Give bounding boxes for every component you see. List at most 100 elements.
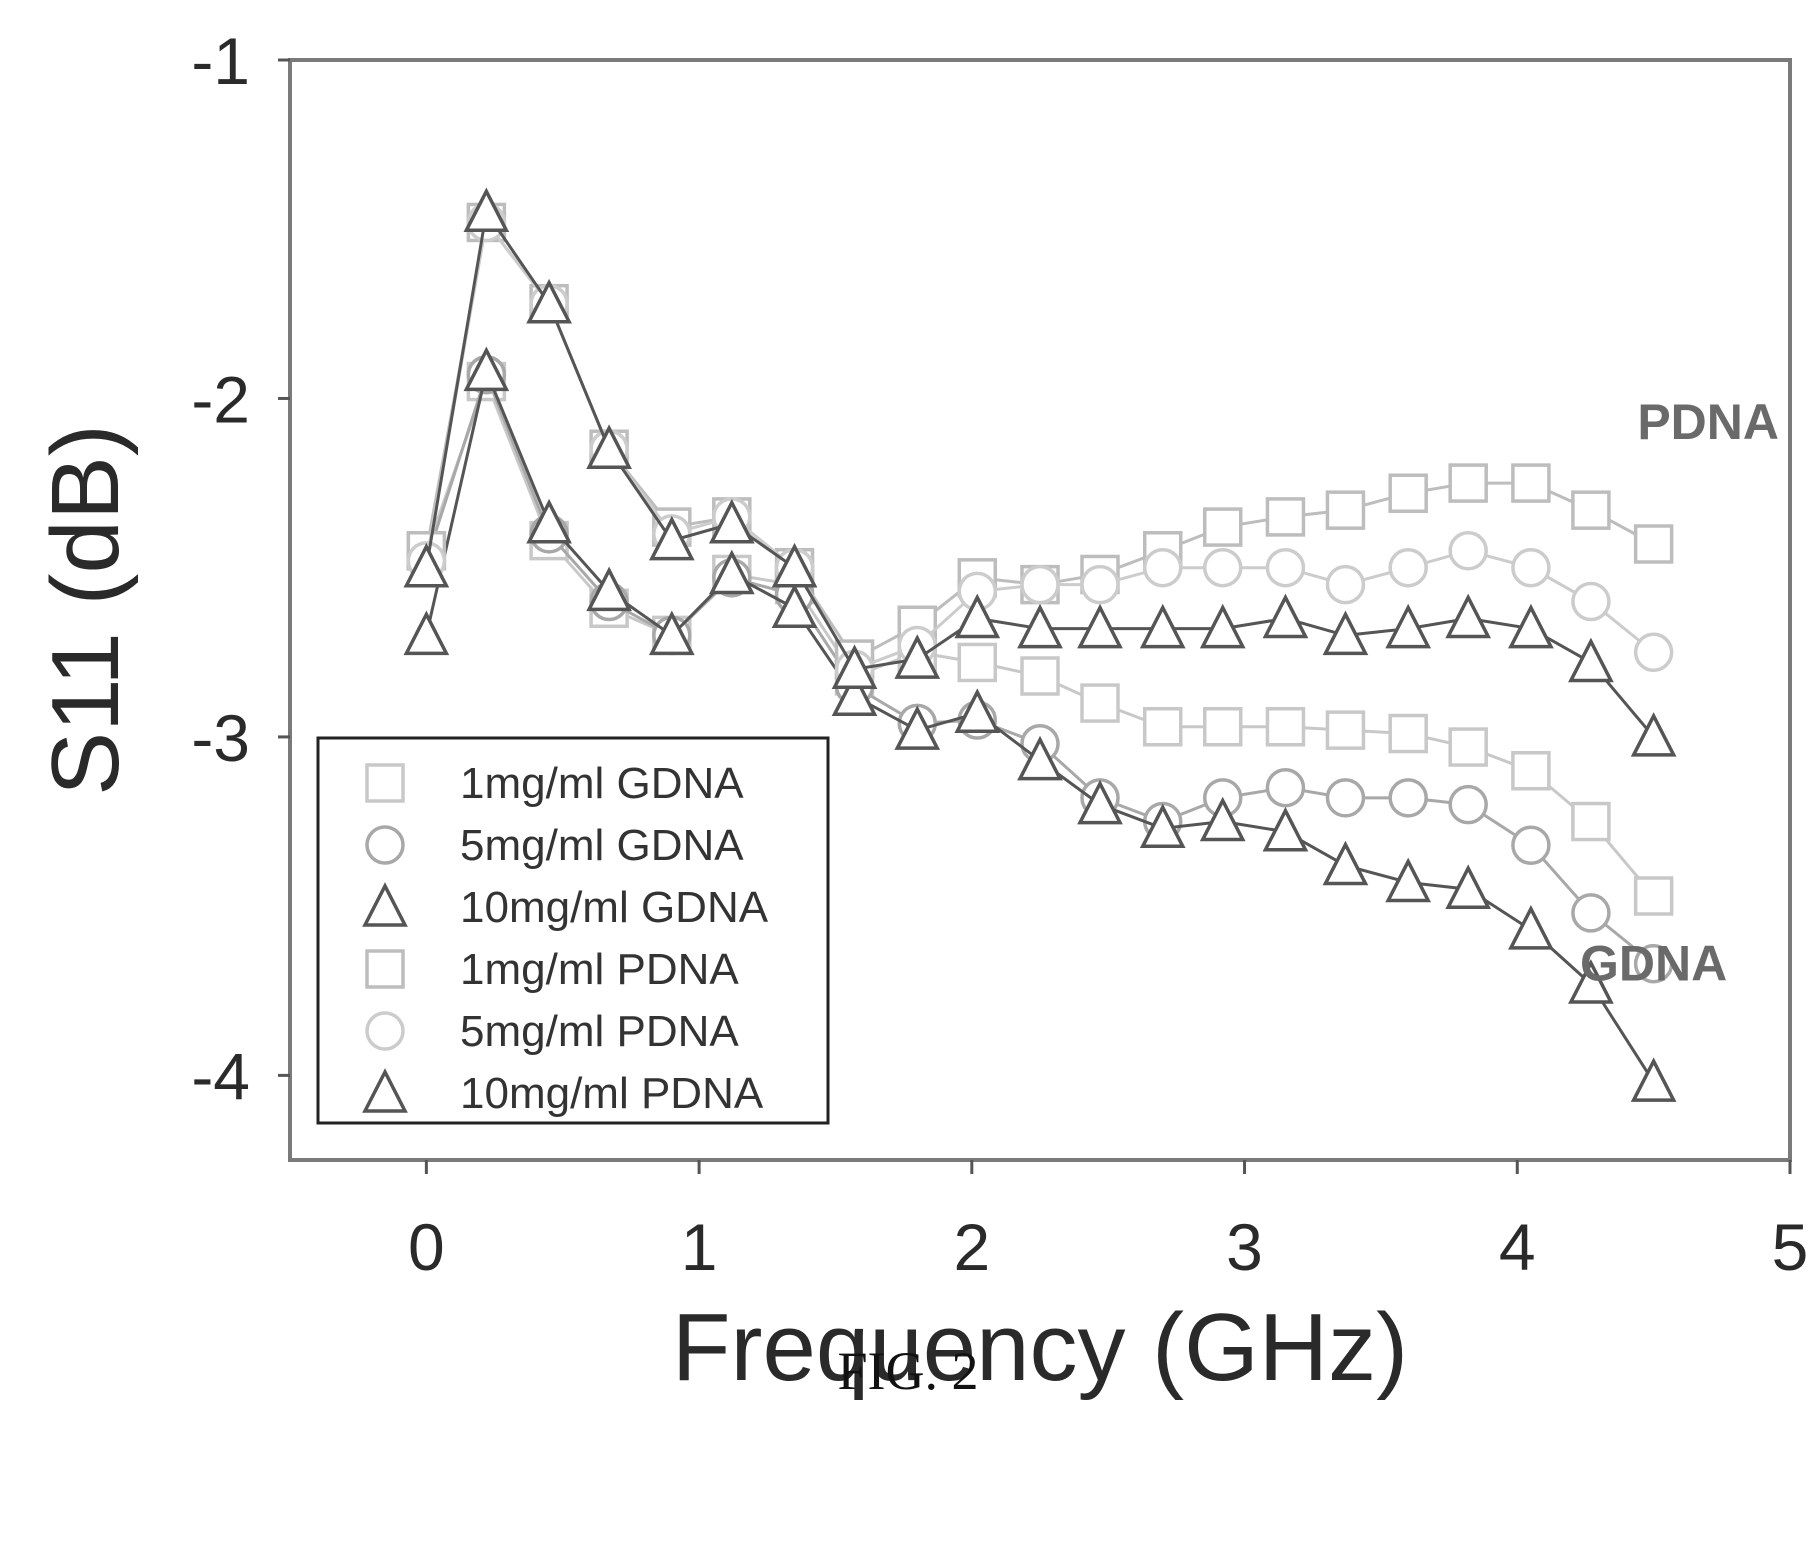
data-point — [586, 424, 632, 469]
data-point — [1265, 767, 1306, 808]
data-point — [708, 498, 755, 544]
data-point — [1202, 707, 1243, 747]
data-point — [1388, 547, 1428, 588]
legend-marker — [365, 825, 405, 865]
data-point — [403, 610, 450, 656]
legend-label: 1mg/ml PDNA — [460, 945, 739, 994]
y-tick-label: -1 — [191, 24, 250, 98]
legend-marker — [362, 1068, 408, 1113]
y-tick-label: -4 — [191, 1039, 250, 1113]
data-point — [1511, 463, 1551, 503]
data-point — [1199, 603, 1246, 649]
x-tick-label: 0 — [408, 1210, 445, 1284]
data-point — [586, 566, 632, 612]
legend-label: 5mg/ml GDNA — [460, 821, 744, 870]
data-point — [1445, 864, 1492, 909]
data-point — [1388, 473, 1428, 513]
legend-label: 1mg/ml GDNA — [460, 759, 744, 808]
data-point — [1448, 463, 1488, 503]
data-point — [403, 542, 450, 588]
data-point — [463, 187, 510, 233]
figure-caption: FIG. 2 — [837, 1341, 979, 1401]
legend-marker — [365, 949, 405, 989]
data-point — [957, 642, 998, 683]
data-point — [1511, 825, 1551, 865]
data-point — [1142, 547, 1183, 588]
data-point — [1511, 751, 1551, 791]
data-point — [1568, 637, 1614, 683]
data-point — [954, 593, 1001, 639]
data-point — [1017, 603, 1063, 649]
data-point — [1445, 593, 1492, 639]
data-point — [1633, 876, 1674, 916]
y-tick-label: -3 — [191, 701, 250, 775]
data-point — [648, 515, 695, 561]
series-3 — [403, 346, 1677, 1102]
data-point — [831, 644, 878, 689]
data-point — [1325, 778, 1366, 818]
annotation-layer: PDNA GDNA — [1580, 394, 1779, 992]
data-point — [1265, 707, 1306, 747]
data-point — [1322, 610, 1369, 656]
x-axis-label: Frequency (GHz) — [672, 1294, 1408, 1401]
data-point — [771, 583, 818, 629]
data-point — [1571, 893, 1611, 933]
data-point — [1630, 712, 1677, 757]
data-point — [1199, 796, 1246, 842]
data-point — [1262, 593, 1309, 639]
data-point — [1077, 603, 1123, 649]
data-point — [708, 549, 755, 595]
data-point — [954, 688, 1001, 733]
data-point — [1511, 547, 1551, 588]
data-point — [1017, 735, 1063, 781]
data-point — [1385, 857, 1432, 903]
series-6 — [403, 187, 1677, 757]
y-axis-label: S11 (dB) — [32, 424, 139, 796]
data-point — [1448, 784, 1488, 825]
data-point — [1325, 710, 1366, 750]
data-point — [1448, 531, 1488, 571]
data-point — [1630, 1057, 1677, 1102]
data-point — [1508, 905, 1554, 950]
x-tick-label: 5 — [1772, 1210, 1809, 1284]
data-point — [1388, 713, 1428, 754]
data-point — [1633, 943, 1674, 984]
data-point — [526, 278, 572, 324]
data-point — [1265, 547, 1306, 588]
data-point — [1265, 497, 1306, 537]
data-point — [526, 498, 572, 544]
data-point — [463, 346, 510, 392]
data-point — [1633, 524, 1674, 564]
data-point — [1322, 840, 1369, 886]
data-point — [648, 610, 695, 656]
legend-label: 10mg/ml GDNA — [460, 883, 769, 932]
legend-marker — [365, 763, 405, 803]
data-point — [1202, 507, 1243, 547]
data-point — [1388, 778, 1428, 818]
data-point — [1139, 803, 1186, 849]
data-point — [894, 705, 941, 750]
data-point — [1571, 801, 1611, 842]
y-tick-label: -2 — [191, 362, 250, 436]
legend-marker — [365, 1011, 405, 1051]
data-point — [771, 542, 818, 588]
data-point — [1080, 683, 1120, 723]
legend: 1mg/ml GDNA 5mg/ml GDNA 10mg/ml GDNA 1mg/ml… — [316, 736, 830, 1125]
x-tick-label: 2 — [953, 1210, 990, 1284]
data-point — [1020, 656, 1060, 696]
data-point — [1202, 547, 1243, 588]
data-point — [1508, 603, 1554, 649]
data-point — [894, 634, 941, 679]
data-point — [1448, 727, 1488, 767]
x-axis: 0 1 2 3 4 5 — [408, 1160, 1808, 1284]
data-point — [1262, 806, 1309, 852]
legend-label: 10mg/ml PDNA — [460, 1069, 764, 1118]
y-axis: -1 -2 -3 -4 — [191, 24, 290, 1113]
data-point — [1139, 603, 1186, 649]
data-point — [1571, 581, 1611, 622]
data-point — [1325, 490, 1366, 530]
data-point — [1385, 603, 1432, 649]
data-point — [1325, 564, 1366, 605]
x-tick-label: 3 — [1226, 1210, 1263, 1284]
